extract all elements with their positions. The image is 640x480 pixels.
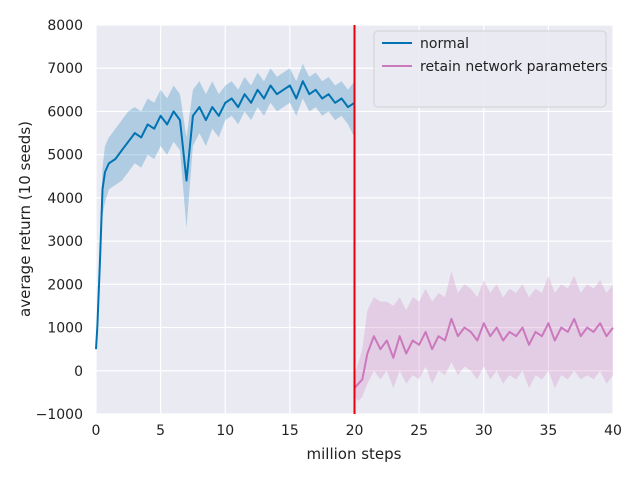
y-tick-label: 1000 [47,321,83,337]
legend-label-retain-network-parameters: retain network parameters [420,59,608,75]
y-tick-label: 5000 [47,148,83,164]
x-tick-label: 40 [604,423,622,439]
legend-label-normal: normal [420,36,469,52]
y-tick-label: −1000 [36,407,83,423]
x-tick-label: 35 [539,423,557,439]
x-tick-label: 0 [92,423,101,439]
legend-box [373,30,607,108]
band-normal [96,63,355,350]
y-tick-labels: −1000 0 1000 2000 3000 4000 5000 6000 7000 8000 [36,18,83,423]
y-tick-label: 6000 [47,104,83,120]
x-tick-label: 20 [346,423,364,439]
y-tick-label: 8000 [47,18,83,34]
x-axis-label: million steps [307,445,402,463]
x-tick-labels: 0 5 10 15 20 25 30 35 40 [92,423,622,439]
y-axis-label: average return (10 seeds) [16,121,34,317]
y-tick-label: 0 [74,364,83,380]
y-tick-label: 7000 [47,61,83,77]
band-retain-network-parameters [354,271,613,401]
y-tick-label: 2000 [47,277,83,293]
line-normal [95,80,356,350]
x-tick-label: 15 [281,423,299,439]
legend: normal retain network parameters [373,30,608,108]
x-tick-label: 30 [475,423,493,439]
x-tick-label: 25 [410,423,428,439]
y-tick-label: 3000 [47,234,83,250]
x-tick-label: 10 [216,423,234,439]
y-tick-label: 4000 [47,191,83,207]
series-lines [95,80,614,389]
x-tick-label: 5 [156,423,165,439]
line-retain-network-parameters [353,317,614,389]
confidence-bands [96,63,613,401]
